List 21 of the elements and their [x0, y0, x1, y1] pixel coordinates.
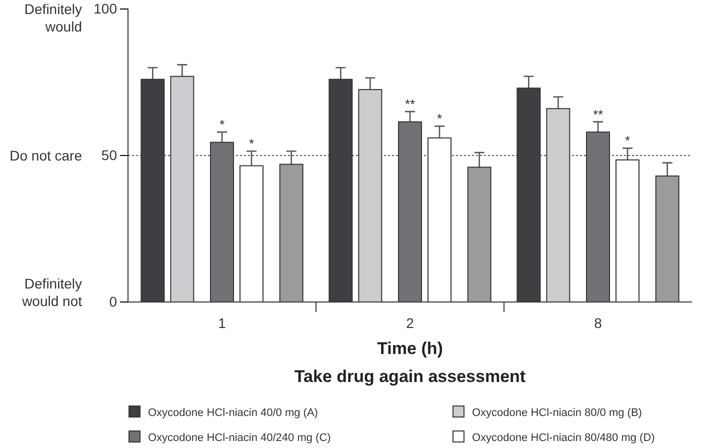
text: Definitely would [24, 0, 82, 34]
annotation: ** [404, 96, 416, 112]
x-tick-label: 2 [406, 315, 414, 331]
legend-label: Oxycodone HCl-niacin 40/0 mg (A) [148, 407, 318, 419]
y-tick-label: 100 [94, 0, 118, 16]
legend-label: Oxycodone HCl-niacin 80/480 mg (D) [472, 432, 655, 444]
x-axis-title: Time (h) [377, 339, 443, 358]
legend-label: Oxycodone HCl-niacin 80/0 mg (B) [472, 407, 642, 419]
text: Do not care [10, 147, 82, 164]
annotation: * [624, 133, 630, 148]
annotation: * [219, 117, 225, 132]
y-tick-label: 0 [109, 293, 118, 310]
annotation: * [436, 111, 442, 126]
x-tick-label: 1 [218, 315, 226, 331]
x-tick-label: 8 [594, 315, 602, 331]
y-tick-label: 50 [101, 146, 118, 163]
text: Definitely would not [21, 276, 82, 310]
text: Take drug again assessment [294, 367, 526, 386]
annotation: * [248, 136, 254, 152]
annotation: ** [592, 106, 604, 122]
legend-label: Oxycodone HCl-niacin 40/240 mg (C) [148, 432, 331, 444]
